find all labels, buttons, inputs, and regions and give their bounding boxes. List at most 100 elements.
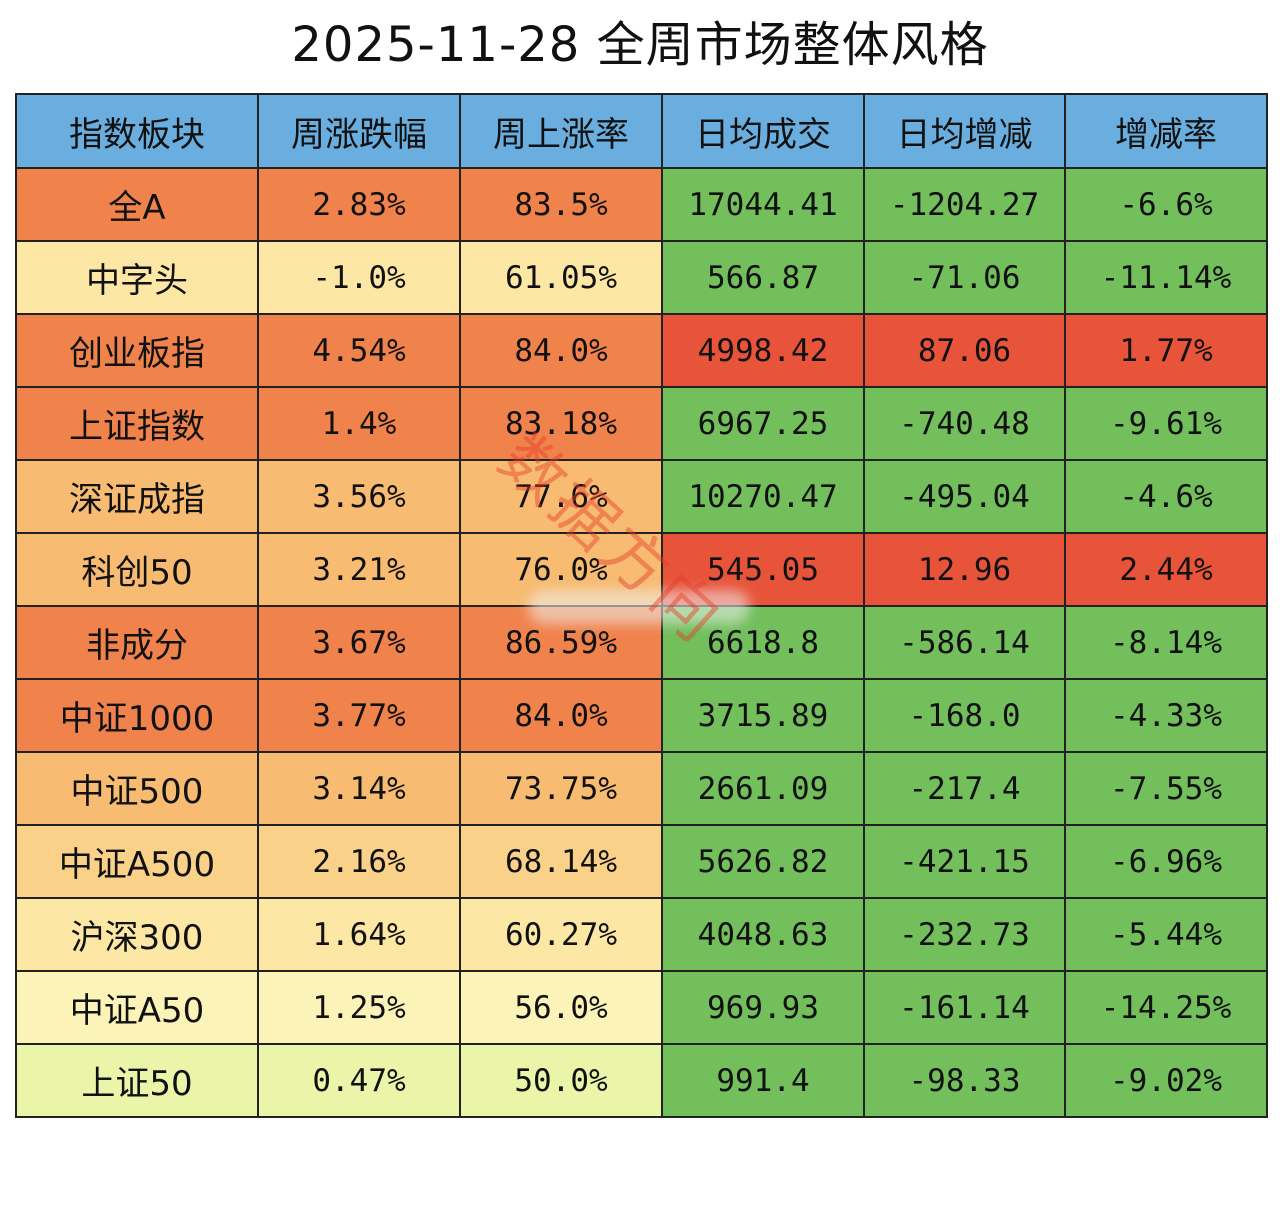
cell-up-ratio: 83.18%: [459, 386, 663, 461]
cell-up-ratio: 50.0%: [459, 1043, 663, 1118]
cell-index-name: 中证A50: [15, 970, 259, 1045]
cell-avg-delta: -168.0: [863, 678, 1066, 753]
cell-delta-rate: -14.25%: [1064, 970, 1268, 1045]
table-row: 中字头 -1.0% 61.05% 566.87 -71.06 -11.14%: [15, 240, 1268, 315]
cell-week-change: 2.83%: [257, 167, 461, 242]
table-row: 中证A50 1.25% 56.0% 969.93 -161.14 -14.25%: [15, 970, 1268, 1045]
cell-week-change: 3.77%: [257, 678, 461, 753]
cell-week-change: 4.54%: [257, 313, 461, 388]
cell-avg-volume: 566.87: [661, 240, 865, 315]
header-avg-volume: 日均成交: [661, 93, 865, 169]
cell-week-change: 2.16%: [257, 824, 461, 899]
cell-week-change: 3.67%: [257, 605, 461, 680]
cell-up-ratio: 60.27%: [459, 897, 663, 972]
cell-avg-delta: -1204.27: [863, 167, 1066, 242]
cell-avg-volume: 991.4: [661, 1043, 865, 1118]
table-row: 科创50 3.21% 76.0% 545.05 12.96 2.44%: [15, 532, 1268, 607]
table-row: 深证成指 3.56% 77.6% 10270.47 -495.04 -4.6%: [15, 459, 1268, 534]
table-row: 上证指数 1.4% 83.18% 6967.25 -740.48 -9.61%: [15, 386, 1268, 461]
cell-avg-volume: 6618.8: [661, 605, 865, 680]
cell-avg-delta: -217.4: [863, 751, 1066, 826]
table-body: 全A 2.83% 83.5% 17044.41 -1204.27 -6.6% 中字头 -1.0…: [15, 167, 1268, 1118]
cell-week-change: 1.25%: [257, 970, 461, 1045]
cell-index-name: 中字头: [15, 240, 259, 315]
cell-avg-volume: 17044.41: [661, 167, 865, 242]
cell-avg-volume: 2661.09: [661, 751, 865, 826]
cell-up-ratio: 68.14%: [459, 824, 663, 899]
cell-avg-delta: -495.04: [863, 459, 1066, 534]
cell-delta-rate: -9.02%: [1064, 1043, 1268, 1118]
cell-week-change: 3.56%: [257, 459, 461, 534]
cell-delta-rate: -5.44%: [1064, 897, 1268, 972]
cell-up-ratio: 56.0%: [459, 970, 663, 1045]
cell-avg-delta: -740.48: [863, 386, 1066, 461]
table-row: 创业板指 4.54% 84.0% 4998.42 87.06 1.77%: [15, 313, 1268, 388]
cell-delta-rate: -8.14%: [1064, 605, 1268, 680]
cell-index-name: 中证1000: [15, 678, 259, 753]
cell-index-name: 中证A500: [15, 824, 259, 899]
cell-up-ratio: 73.75%: [459, 751, 663, 826]
cell-avg-delta: 87.06: [863, 313, 1066, 388]
cell-avg-volume: 3715.89: [661, 678, 865, 753]
table-row: 中证500 3.14% 73.75% 2661.09 -217.4 -7.55%: [15, 751, 1268, 826]
table-header-row: 指数板块 周涨跌幅 周上涨率 日均成交 日均增减 增减率: [15, 93, 1268, 169]
header-week-change: 周涨跌幅: [257, 93, 461, 169]
cell-up-ratio: 84.0%: [459, 678, 663, 753]
cell-delta-rate: -11.14%: [1064, 240, 1268, 315]
table-row: 沪深300 1.64% 60.27% 4048.63 -232.73 -5.44%: [15, 897, 1268, 972]
cell-avg-volume: 545.05: [661, 532, 865, 607]
cell-index-name: 非成分: [15, 605, 259, 680]
cell-avg-volume: 6967.25: [661, 386, 865, 461]
table-row: 上证50 0.47% 50.0% 991.4 -98.33 -9.02%: [15, 1043, 1268, 1118]
table-row: 中证A500 2.16% 68.14% 5626.82 -421.15 -6.96%: [15, 824, 1268, 899]
cell-week-change: 1.64%: [257, 897, 461, 972]
table-row: 全A 2.83% 83.5% 17044.41 -1204.27 -6.6%: [15, 167, 1268, 242]
cell-delta-rate: -6.96%: [1064, 824, 1268, 899]
cell-delta-rate: -4.6%: [1064, 459, 1268, 534]
cell-index-name: 深证成指: [15, 459, 259, 534]
cell-index-name: 上证指数: [15, 386, 259, 461]
cell-avg-volume: 4048.63: [661, 897, 865, 972]
page-title: 2025-11-28 全周市场整体风格: [291, 17, 989, 73]
cell-avg-delta: -232.73: [863, 897, 1066, 972]
table-row: 非成分 3.67% 86.59% 6618.8 -586.14 -8.14%: [15, 605, 1268, 680]
header-index-sector: 指数板块: [15, 93, 259, 169]
cell-week-change: 3.14%: [257, 751, 461, 826]
cell-up-ratio: 84.0%: [459, 313, 663, 388]
cell-delta-rate: 2.44%: [1064, 532, 1268, 607]
table-row: 中证1000 3.77% 84.0% 3715.89 -168.0 -4.33%: [15, 678, 1268, 753]
header-delta-rate: 增减率: [1064, 93, 1268, 169]
cell-avg-delta: -71.06: [863, 240, 1066, 315]
cell-week-change: -1.0%: [257, 240, 461, 315]
cell-up-ratio: 76.0%: [459, 532, 663, 607]
cell-up-ratio: 86.59%: [459, 605, 663, 680]
cell-up-ratio: 83.5%: [459, 167, 663, 242]
cell-avg-delta: -161.14: [863, 970, 1066, 1045]
cell-week-change: 3.21%: [257, 532, 461, 607]
cell-up-ratio: 61.05%: [459, 240, 663, 315]
market-style-table-container: 指数板块 周涨跌幅 周上涨率 日均成交 日均增减 增减率 全A 2.83% 83.5…: [15, 93, 1268, 1118]
cell-week-change: 0.47%: [257, 1043, 461, 1118]
cell-up-ratio: 77.6%: [459, 459, 663, 534]
cell-index-name: 科创50: [15, 532, 259, 607]
cell-delta-rate: 1.77%: [1064, 313, 1268, 388]
cell-avg-volume: 4998.42: [661, 313, 865, 388]
header-up-ratio: 周上涨率: [459, 93, 663, 169]
cell-delta-rate: -6.6%: [1064, 167, 1268, 242]
cell-delta-rate: -4.33%: [1064, 678, 1268, 753]
cell-avg-delta: 12.96: [863, 532, 1066, 607]
market-style-table: 指数板块 周涨跌幅 周上涨率 日均成交 日均增减 增减率 全A 2.83% 83.5…: [15, 93, 1268, 1118]
cell-index-name: 创业板指: [15, 313, 259, 388]
header-avg-delta: 日均增减: [863, 93, 1066, 169]
cell-index-name: 上证50: [15, 1043, 259, 1118]
cell-index-name: 沪深300: [15, 897, 259, 972]
cell-avg-delta: -98.33: [863, 1043, 1066, 1118]
cell-avg-volume: 10270.47: [661, 459, 865, 534]
cell-avg-volume: 5626.82: [661, 824, 865, 899]
cell-index-name: 全A: [15, 167, 259, 242]
cell-index-name: 中证500: [15, 751, 259, 826]
cell-week-change: 1.4%: [257, 386, 461, 461]
cell-delta-rate: -7.55%: [1064, 751, 1268, 826]
cell-avg-volume: 969.93: [661, 970, 865, 1045]
cell-delta-rate: -9.61%: [1064, 386, 1268, 461]
